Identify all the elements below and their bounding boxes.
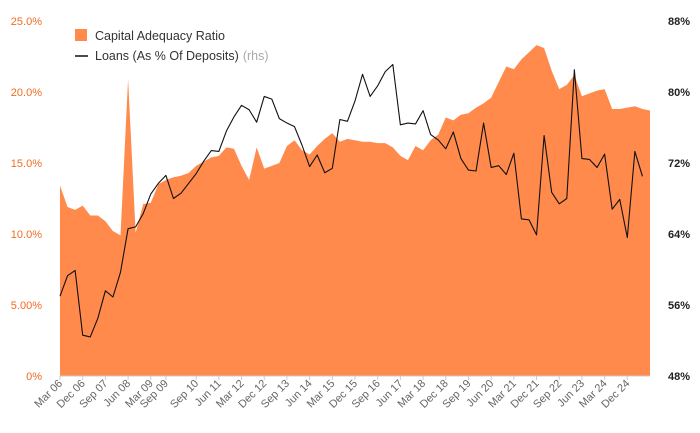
y-left-tick-label: 10.0%: [11, 229, 42, 241]
y-right-tick-label: 80%: [668, 87, 690, 99]
series-area-capital-adequacy-ratio: [60, 45, 650, 376]
y-right-tick-label: 88%: [668, 16, 690, 28]
y-left-tick-label: 5.00%: [11, 300, 42, 312]
legend-label-loans: Loans (As % Of Deposits) (rhs): [95, 49, 269, 63]
y-left-tick-label: 25.0%: [11, 16, 42, 28]
x-tick-label: Sep 10: [168, 378, 201, 411]
y-left-tick-label: 15.0%: [11, 158, 42, 170]
legend: Capital Adequacy Ratio Loans (As % Of Dep…: [75, 29, 269, 63]
y-right-tick-label: 72%: [668, 158, 690, 170]
y-right-tick-label: 64%: [668, 229, 690, 241]
legend-swatch-capital-adequacy-ratio: [75, 29, 87, 41]
series-line-loans-as-pct-deposits: [59, 63, 643, 338]
y-left-tick-label: 0%: [26, 371, 42, 383]
y-right-tick-label: 56%: [668, 300, 690, 312]
legend-label-capital-adequacy-ratio: Capital Adequacy Ratio: [95, 29, 225, 43]
y-left-tick-label: 20.0%: [11, 87, 42, 99]
y-right-tick-label: 48%: [668, 371, 690, 383]
